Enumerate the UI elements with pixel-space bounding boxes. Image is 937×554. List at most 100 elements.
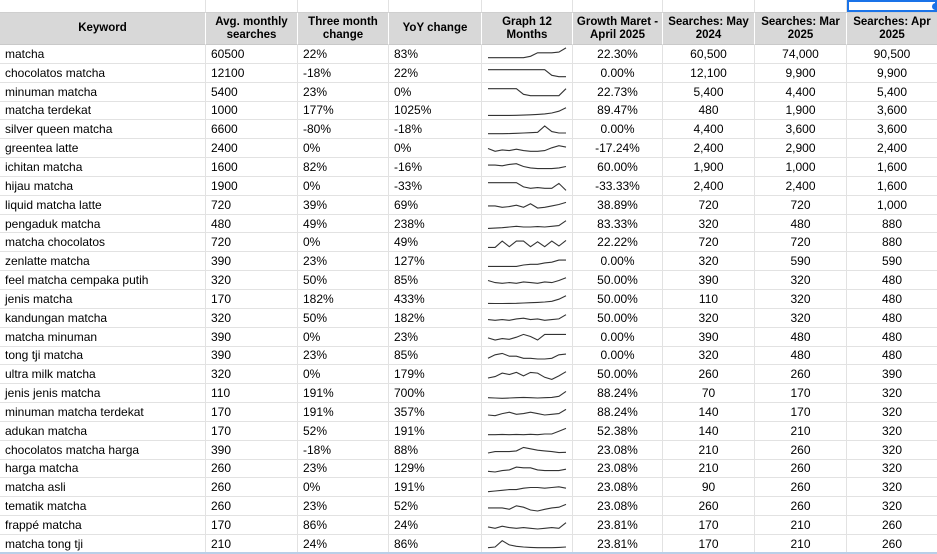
column-header-searches-may-2024[interactable]: Searches: May 2024 (663, 13, 755, 45)
cell-three[interactable]: 0% (298, 365, 389, 385)
cell-may2024[interactable]: 210 (663, 440, 755, 460)
cell-keyword[interactable]: jenis matcha (0, 289, 206, 309)
cell-growth[interactable]: 23.08% (573, 497, 663, 517)
cell-empty[interactable] (482, 0, 573, 13)
cell-growth[interactable]: 22.22% (573, 233, 663, 253)
cell-avg[interactable]: 170 (206, 289, 298, 309)
cell-empty[interactable] (755, 0, 847, 13)
cell-apr2025[interactable]: 880 (847, 214, 937, 234)
cell-three[interactable]: 23% (298, 346, 389, 366)
cell-may2024[interactable]: 90 (663, 478, 755, 498)
cell-apr2025[interactable]: 590 (847, 252, 937, 272)
cell-empty[interactable] (206, 0, 298, 13)
cell-empty[interactable] (298, 0, 389, 13)
cell-three[interactable]: 191% (298, 384, 389, 404)
cell-apr2025[interactable]: 320 (847, 478, 937, 498)
cell-three[interactable]: -18% (298, 63, 389, 83)
cell-three[interactable]: 0% (298, 233, 389, 253)
cell-keyword[interactable]: matcha terdekat (0, 101, 206, 121)
cell-apr2025[interactable]: 260 (847, 516, 937, 535)
cell-growth[interactable]: 50.00% (573, 308, 663, 328)
cell-avg[interactable]: 170 (206, 403, 298, 422)
cell-apr2025[interactable]: 480 (847, 327, 937, 347)
cell-mar2025[interactable]: 590 (755, 252, 847, 272)
cell-three[interactable]: 182% (298, 289, 389, 309)
cell-yoy[interactable]: 433% (389, 289, 482, 309)
cell-apr2025[interactable]: 1,000 (847, 195, 937, 215)
cell-graph[interactable] (482, 289, 573, 309)
cell-apr2025[interactable]: 480 (847, 346, 937, 366)
cell-graph[interactable] (482, 195, 573, 215)
selection-fill-handle[interactable] (932, 3, 937, 10)
cell-mar2025[interactable]: 320 (755, 308, 847, 328)
cell-keyword[interactable]: minuman matcha terdekat (0, 403, 206, 422)
cell-may2024[interactable]: 210 (663, 459, 755, 479)
cell-may2024[interactable]: 720 (663, 233, 755, 253)
cell-mar2025[interactable]: 74,000 (755, 45, 847, 64)
cell-graph[interactable] (482, 421, 573, 441)
cell-apr2025[interactable]: 1,600 (847, 176, 937, 196)
cell-avg[interactable]: 5400 (206, 82, 298, 102)
cell-may2024[interactable]: 70 (663, 384, 755, 404)
cell-graph[interactable] (482, 459, 573, 479)
cell-keyword[interactable]: matcha chocolatos (0, 233, 206, 253)
cell-keyword[interactable]: kandungan matcha (0, 308, 206, 328)
cell-growth[interactable]: 52.38% (573, 421, 663, 441)
cell-avg[interactable]: 1900 (206, 176, 298, 196)
cell-three[interactable]: 0% (298, 478, 389, 498)
column-header-growth-maret-april[interactable]: Growth Maret - April 2025 (573, 13, 663, 45)
cell-growth[interactable]: 0.00% (573, 346, 663, 366)
cell-yoy[interactable]: 83% (389, 45, 482, 64)
cell-growth[interactable]: 50.00% (573, 365, 663, 385)
cell-may2024[interactable]: 480 (663, 101, 755, 121)
cell-graph[interactable] (482, 440, 573, 460)
cell-three[interactable]: 191% (298, 403, 389, 422)
cell-avg[interactable]: 390 (206, 252, 298, 272)
cell-growth[interactable]: -33.33% (573, 176, 663, 196)
cell-yoy[interactable]: 85% (389, 271, 482, 290)
cell-keyword[interactable]: zenlatte matcha (0, 252, 206, 272)
cell-yoy[interactable]: -18% (389, 120, 482, 140)
cell-apr2025[interactable]: 480 (847, 308, 937, 328)
cell-growth[interactable]: 22.73% (573, 82, 663, 102)
cell-graph[interactable] (482, 101, 573, 121)
cell-mar2025[interactable]: 260 (755, 365, 847, 385)
cell-growth[interactable]: 60.00% (573, 158, 663, 177)
cell-yoy[interactable]: 88% (389, 440, 482, 460)
cell-three[interactable]: 50% (298, 308, 389, 328)
cell-keyword[interactable]: tematik matcha (0, 497, 206, 517)
cell-may2024[interactable]: 320 (663, 346, 755, 366)
cell-may2024[interactable]: 5,400 (663, 82, 755, 102)
cell-yoy[interactable]: 191% (389, 478, 482, 498)
cell-keyword[interactable]: silver queen matcha (0, 120, 206, 140)
cell-mar2025[interactable]: 480 (755, 346, 847, 366)
cell-avg[interactable]: 390 (206, 346, 298, 366)
cell-mar2025[interactable]: 9,900 (755, 63, 847, 83)
cell-keyword[interactable]: matcha asli (0, 478, 206, 498)
cell-yoy[interactable]: 357% (389, 403, 482, 422)
cell-mar2025[interactable]: 320 (755, 289, 847, 309)
cell-three[interactable]: 23% (298, 459, 389, 479)
cell-three[interactable]: 23% (298, 82, 389, 102)
cell-keyword[interactable]: feel matcha cempaka putih (0, 271, 206, 290)
cell-yoy[interactable]: 191% (389, 421, 482, 441)
cell-may2024[interactable]: 320 (663, 252, 755, 272)
cell-mar2025[interactable]: 260 (755, 440, 847, 460)
cell-apr2025[interactable]: 5,400 (847, 82, 937, 102)
cell-three[interactable]: 39% (298, 195, 389, 215)
cell-graph[interactable] (482, 384, 573, 404)
cell-keyword[interactable]: tong tji matcha (0, 346, 206, 366)
cell-avg[interactable]: 320 (206, 365, 298, 385)
cell-growth[interactable]: 23.08% (573, 459, 663, 479)
cell-mar2025[interactable]: 1,900 (755, 101, 847, 121)
cell-yoy[interactable]: 86% (389, 534, 482, 554)
cell-growth[interactable]: -17.24% (573, 139, 663, 159)
cell-mar2025[interactable]: 320 (755, 271, 847, 290)
cell-may2024[interactable]: 170 (663, 516, 755, 535)
cell-mar2025[interactable]: 480 (755, 327, 847, 347)
cell-growth[interactable]: 50.00% (573, 271, 663, 290)
cell-three[interactable]: -18% (298, 440, 389, 460)
cell-graph[interactable] (482, 346, 573, 366)
cell-growth[interactable]: 50.00% (573, 289, 663, 309)
cell-yoy[interactable]: 700% (389, 384, 482, 404)
